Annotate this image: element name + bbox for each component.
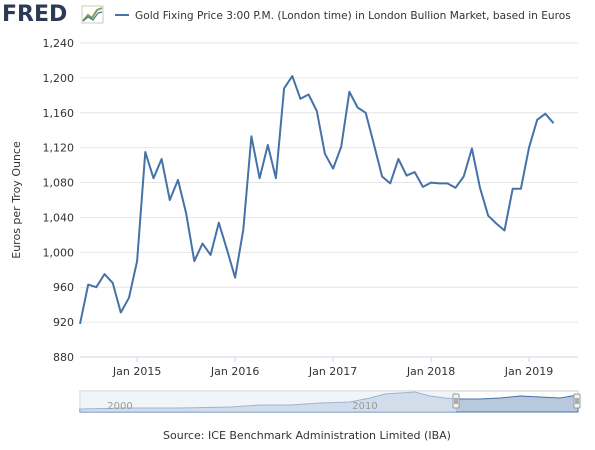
data-point[interactable] [510, 186, 515, 191]
x-tick-label: Jan 2015 [112, 365, 161, 378]
data-point[interactable] [404, 173, 409, 178]
data-point[interactable] [535, 117, 540, 122]
data-point[interactable] [298, 96, 303, 101]
data-point[interactable] [143, 150, 148, 155]
data-point[interactable] [306, 92, 311, 97]
y-tick-label: 920 [53, 316, 74, 329]
data-point[interactable] [233, 275, 238, 280]
data-point[interactable] [339, 144, 344, 149]
data-point[interactable] [216, 220, 221, 225]
y-axis-title: Euros per Troy Ounce [10, 141, 23, 259]
plot-area[interactable] [78, 74, 557, 327]
data-point[interactable] [486, 213, 491, 218]
x-tick-label: Jan 2018 [406, 365, 455, 378]
data-point[interactable] [551, 121, 556, 126]
data-point[interactable] [273, 176, 278, 181]
data-point[interactable] [175, 177, 180, 182]
navigator-handle-right[interactable] [573, 393, 581, 409]
data-point[interactable] [371, 142, 376, 147]
x-axis-ticks: Jan 2015 Jan 2016 Jan 2017 Jan 2018 Jan 2019 [112, 357, 553, 378]
data-point[interactable] [429, 180, 434, 185]
data-point[interactable] [461, 174, 466, 179]
data-point[interactable] [412, 170, 417, 175]
data-point[interactable] [543, 111, 548, 116]
data-point[interactable] [241, 227, 246, 232]
data-point[interactable] [347, 89, 352, 94]
data-point[interactable] [224, 247, 229, 252]
y-tick-label: 1,160 [43, 107, 75, 120]
data-point[interactable] [167, 198, 172, 203]
navigator-tick-2010: 2010 [352, 401, 377, 412]
y-tick-label: 880 [53, 351, 74, 364]
data-point[interactable] [192, 259, 197, 264]
navigator[interactable]: 2000 2010 [79, 390, 581, 413]
data-point[interactable] [518, 186, 523, 191]
fred-logo-text: FRED [2, 2, 67, 27]
navigator-tick-2000: 2000 [107, 401, 132, 412]
data-point[interactable] [331, 166, 336, 171]
legend[interactable]: Gold Fixing Price 3:00 P.M. (London time… [115, 10, 571, 22]
y-tick-label: 960 [53, 281, 74, 294]
data-point[interactable] [314, 109, 319, 114]
data-point[interactable] [86, 282, 91, 287]
data-point[interactable] [453, 185, 458, 190]
data-point[interactable] [388, 181, 393, 186]
data-point[interactable] [110, 280, 115, 285]
data-point[interactable] [78, 321, 83, 326]
data-point[interactable] [94, 285, 99, 290]
data-point[interactable] [469, 146, 474, 151]
data-point[interactable] [151, 176, 156, 181]
data-point[interactable] [445, 181, 450, 186]
y-tick-label: 1,200 [43, 72, 75, 85]
navigator-mask-left [80, 391, 456, 412]
x-tick-label: Jan 2016 [210, 365, 259, 378]
data-point[interactable] [118, 310, 123, 315]
x-tick-label: Jan 2017 [308, 365, 357, 378]
y-tick-label: 1,120 [43, 142, 75, 155]
y-axis-ticks: 880 920 960 1,000 1,040 1,080 1,120 1,160 1,200 1… [43, 37, 75, 364]
series-line[interactable] [79, 75, 555, 325]
fred-logo-graph-icon [81, 5, 104, 24]
data-point[interactable] [257, 176, 262, 181]
data-point[interactable] [322, 151, 327, 156]
data-point[interactable] [126, 295, 131, 300]
data-point[interactable] [478, 185, 483, 190]
data-point[interactable] [102, 272, 107, 277]
navigator-handle-left[interactable] [452, 393, 460, 409]
data-point[interactable] [437, 181, 442, 186]
data-point[interactable] [494, 221, 499, 226]
fred-logo[interactable]: FRED [2, 2, 104, 27]
data-point[interactable] [249, 134, 254, 139]
data-point[interactable] [159, 157, 164, 162]
data-point[interactable] [363, 110, 368, 115]
data-point[interactable] [396, 157, 401, 162]
y-tick-label: 1,080 [43, 177, 75, 190]
data-point[interactable] [208, 252, 213, 257]
y-tick-label: 1,240 [43, 37, 75, 50]
data-point[interactable] [380, 174, 385, 179]
data-point[interactable] [200, 241, 205, 246]
data-point[interactable] [265, 143, 270, 148]
data-point[interactable] [355, 105, 360, 110]
legend-label: Gold Fixing Price 3:00 P.M. (London time… [135, 10, 571, 22]
gridlines [80, 42, 578, 358]
data-point[interactable] [527, 145, 532, 150]
data-point[interactable] [135, 259, 140, 264]
data-point[interactable] [282, 86, 287, 91]
data-point[interactable] [184, 211, 189, 216]
x-tick-label: Jan 2019 [504, 365, 553, 378]
data-point[interactable] [502, 228, 507, 233]
source-note: Source: ICE Benchmark Administration Lim… [163, 429, 451, 442]
y-tick-label: 1,000 [43, 246, 75, 259]
data-point[interactable] [290, 74, 295, 79]
y-tick-label: 1,040 [43, 211, 75, 224]
data-point[interactable] [420, 184, 425, 189]
